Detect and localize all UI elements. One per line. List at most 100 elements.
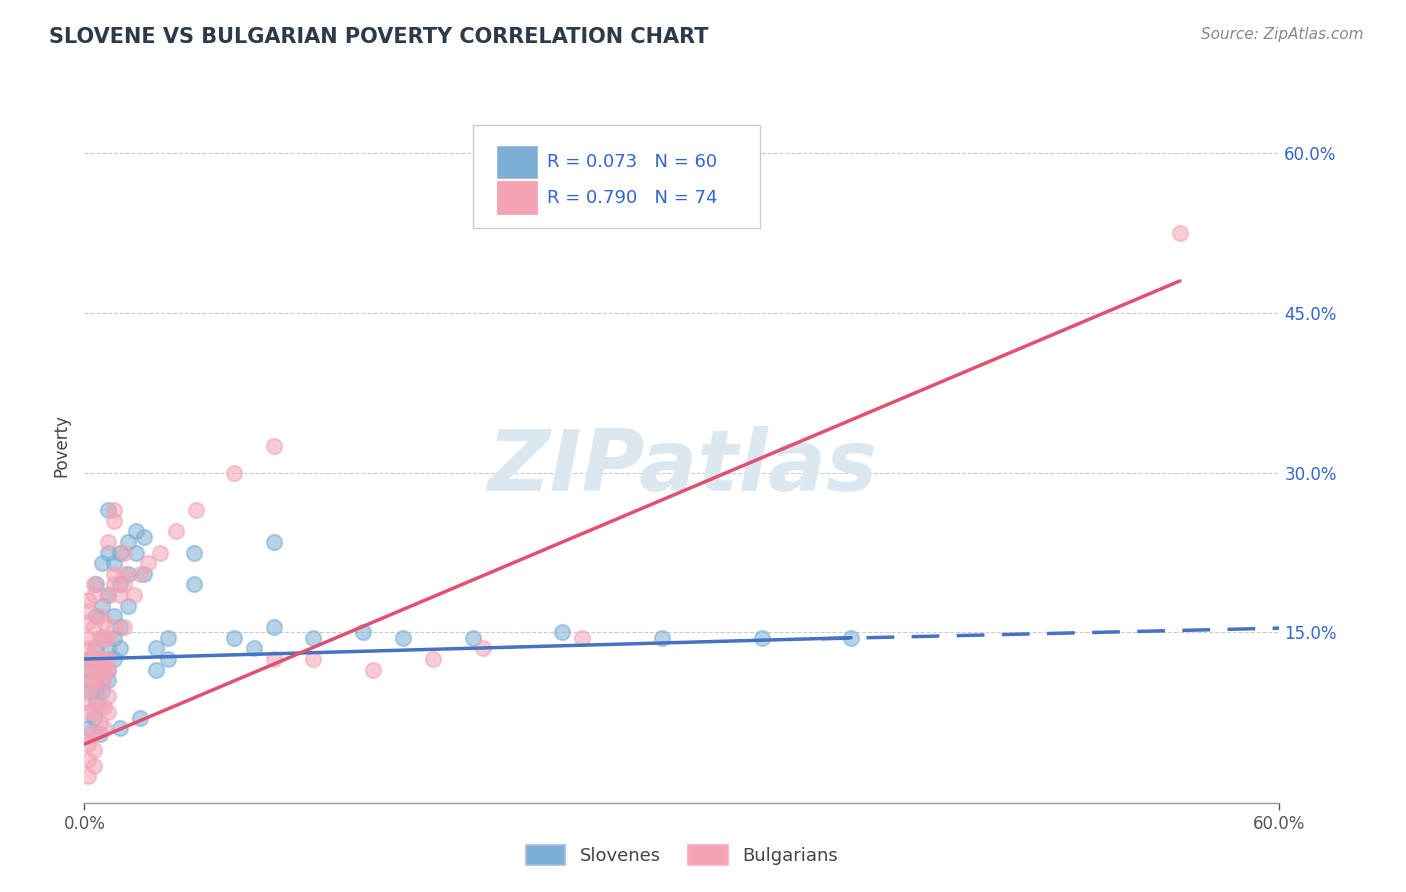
Point	[651, 631, 673, 645]
Point	[97, 706, 120, 720]
Text: ZIPatlas: ZIPatlas	[486, 425, 877, 509]
Point	[97, 503, 120, 517]
Point	[302, 652, 325, 666]
Point	[97, 534, 120, 549]
Y-axis label: Poverty: Poverty	[52, 415, 70, 477]
Point	[222, 466, 245, 480]
Point	[103, 556, 125, 570]
Point	[263, 620, 285, 634]
Point	[471, 641, 494, 656]
Point	[77, 684, 100, 698]
Point	[97, 690, 120, 704]
Point	[79, 652, 101, 666]
Point	[183, 577, 205, 591]
Point	[91, 663, 114, 677]
Point	[97, 631, 120, 645]
Point	[89, 673, 111, 688]
Point	[77, 721, 100, 735]
Point	[571, 631, 593, 645]
Point	[91, 684, 114, 698]
Point	[86, 652, 108, 666]
Point	[79, 663, 101, 677]
Point	[110, 545, 132, 559]
Legend: Slovenes, Bulgarians: Slovenes, Bulgarians	[519, 838, 845, 872]
Point	[97, 652, 120, 666]
Point	[83, 726, 105, 740]
Point	[86, 695, 108, 709]
Point	[91, 599, 114, 613]
Point	[103, 503, 125, 517]
Point	[77, 663, 100, 677]
Point	[97, 588, 120, 602]
Point	[839, 631, 862, 645]
Point	[79, 684, 101, 698]
Point	[117, 599, 139, 613]
Point	[83, 710, 105, 724]
Point	[352, 625, 374, 640]
Point	[97, 588, 120, 602]
Point	[183, 545, 205, 559]
Point	[93, 631, 115, 645]
Text: Source: ZipAtlas.com: Source: ZipAtlas.com	[1201, 27, 1364, 42]
Point	[83, 742, 105, 756]
Point	[93, 721, 115, 735]
Point	[93, 663, 115, 677]
Point	[110, 577, 132, 591]
Point	[93, 700, 115, 714]
Point	[361, 663, 384, 677]
Point	[145, 663, 167, 677]
Point	[103, 620, 125, 634]
Point	[77, 652, 100, 666]
FancyBboxPatch shape	[496, 181, 537, 214]
Point	[89, 715, 111, 730]
FancyBboxPatch shape	[496, 145, 537, 178]
Point	[117, 534, 139, 549]
Point	[184, 503, 207, 517]
Point	[103, 652, 125, 666]
Point	[77, 641, 100, 656]
Point	[91, 673, 114, 688]
Point	[97, 641, 120, 656]
Point	[112, 566, 135, 581]
Point	[110, 620, 132, 634]
Point	[97, 545, 120, 559]
Point	[83, 663, 105, 677]
Point	[103, 566, 125, 581]
Point	[77, 726, 100, 740]
Point	[89, 726, 111, 740]
Point	[103, 631, 125, 645]
Point	[103, 514, 125, 528]
Point	[83, 706, 105, 720]
Point	[97, 663, 120, 677]
Point	[77, 706, 100, 720]
Point	[83, 673, 105, 688]
Text: R = 0.790   N = 74: R = 0.790 N = 74	[547, 189, 717, 207]
Point	[103, 609, 125, 624]
Point	[77, 769, 100, 783]
Point	[77, 631, 100, 645]
Point	[1168, 226, 1191, 240]
Point	[89, 631, 111, 645]
Point	[77, 604, 100, 618]
Point	[136, 556, 159, 570]
FancyBboxPatch shape	[472, 125, 759, 228]
Point	[89, 652, 111, 666]
Point	[157, 652, 180, 666]
Point	[149, 545, 172, 559]
Point	[242, 641, 264, 656]
Point	[145, 641, 167, 656]
Point	[83, 684, 105, 698]
Point	[83, 641, 105, 656]
Point	[461, 631, 484, 645]
Point	[86, 684, 108, 698]
Point	[86, 577, 108, 591]
Point	[77, 695, 100, 709]
Point	[112, 545, 135, 559]
Point	[263, 652, 285, 666]
Point	[77, 593, 100, 607]
Point	[89, 663, 111, 677]
Point	[97, 663, 120, 677]
Point	[83, 588, 105, 602]
Point	[263, 534, 285, 549]
Point	[89, 609, 111, 624]
